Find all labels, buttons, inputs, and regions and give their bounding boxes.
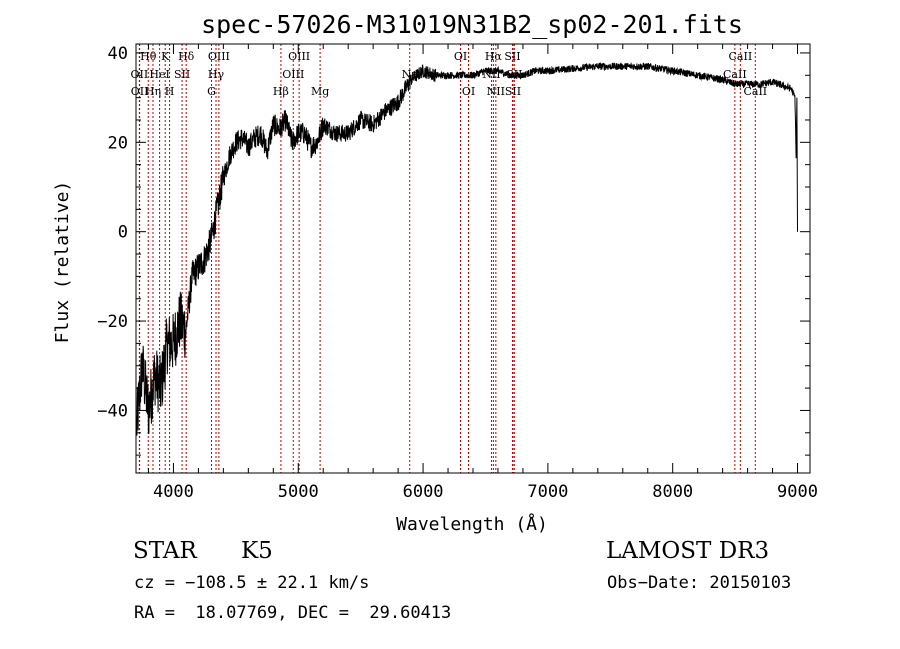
y-tick-label: 40 [108, 44, 128, 64]
y-tick-label: −40 [97, 401, 128, 421]
y-tick-label: 0 [118, 223, 128, 243]
y-tick-label: −20 [97, 312, 128, 332]
line-marker-label: Hα [485, 50, 503, 63]
object-class: STAR [133, 538, 197, 564]
line-marker-label: OII [131, 85, 149, 98]
line-marker-label: NII [487, 85, 505, 98]
line-marker-label: OII [131, 68, 149, 81]
emission-line-markers [138, 44, 756, 473]
line-marker-label: CaII [723, 68, 747, 81]
line-marker-label: SII [505, 85, 521, 98]
line-marker-label: Hθ [140, 50, 157, 63]
y-tick-label: 20 [108, 133, 128, 153]
x-axis-label: Wavelength (Å) [396, 513, 548, 535]
line-marker-label: K [161, 50, 170, 63]
line-marker-label: Hβ [273, 85, 289, 98]
coordinates: RA = 18.07769, DEC = 29.60413 [134, 603, 452, 623]
spectrum-line [136, 62, 798, 436]
line-marker-label: OIII [288, 50, 310, 63]
line-marker-label: H [165, 85, 175, 98]
x-tick-label: 8000 [652, 482, 693, 502]
y-axis-label: Flux (relative) [52, 181, 73, 344]
line-marker-label: OIII [208, 50, 230, 63]
x-tick-label: 5000 [278, 482, 319, 502]
line-marker-label: SII [504, 50, 520, 63]
line-marker-label: Hδ [178, 50, 195, 63]
line-marker-label: SII [174, 68, 190, 81]
line-marker-label: HeI [149, 68, 169, 81]
line-marker-label: Mg [311, 85, 329, 98]
survey-name: LAMOST DR3 [606, 538, 770, 564]
line-marker-label: CaII [743, 85, 767, 98]
line-marker-label: OIII [282, 68, 304, 81]
line-marker-label: OI [454, 50, 467, 63]
line-marker-label: Hη [145, 85, 161, 98]
observation-date: Obs−Date: 20150103 [607, 573, 792, 593]
line-marker-label: CaII [729, 50, 753, 63]
x-tick-label: 9000 [777, 482, 818, 502]
x-tick-label: 4000 [153, 482, 194, 502]
plot-frame [135, 43, 811, 474]
y-axis: −40 −20 0 20 40 [97, 44, 810, 456]
chart-title: spec-57026-M31019N31B2_sp02-201.fits [201, 10, 743, 39]
line-marker-label: Hγ [208, 68, 225, 81]
redshift-velocity: cz = −108.5 ± 22.1 km/s [134, 573, 370, 593]
line-marker-label: OI [462, 85, 475, 98]
x-tick-label: 7000 [527, 482, 568, 502]
x-axis: 4000 5000 6000 7000 8000 9000 [147, 44, 818, 502]
line-marker-label: G [207, 85, 216, 98]
x-tick-label: 6000 [403, 482, 444, 502]
object-subclass: K5 [241, 538, 273, 564]
